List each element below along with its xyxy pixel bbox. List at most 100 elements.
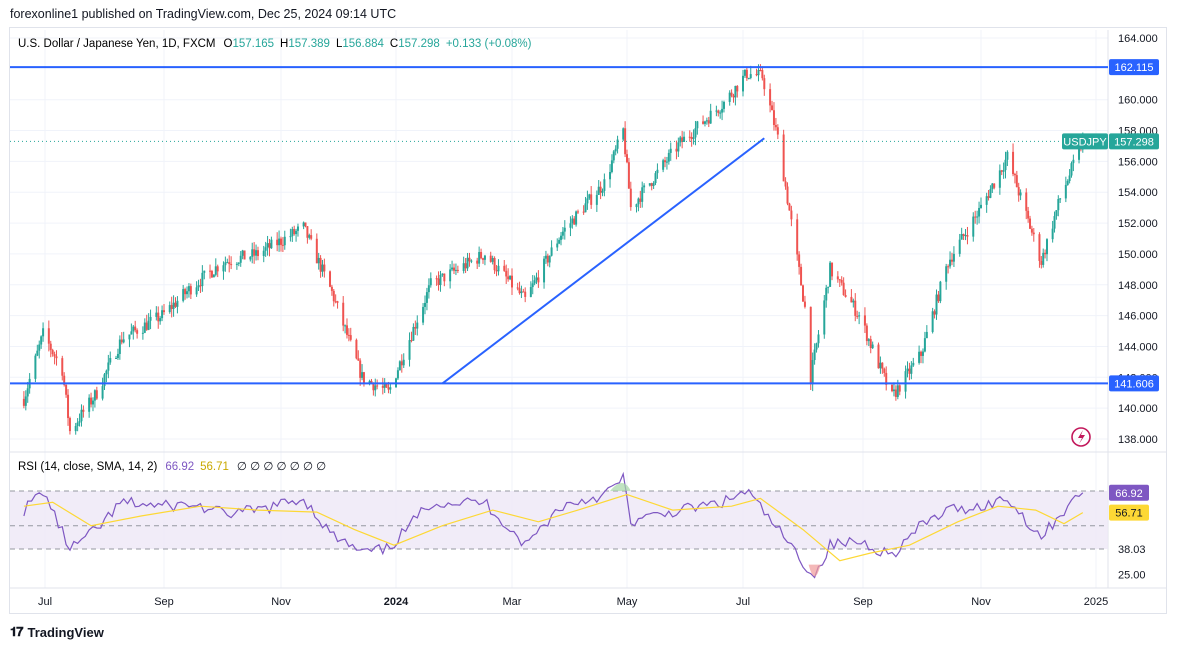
candle	[912, 357, 915, 367]
candle	[702, 115, 705, 125]
close-value: 157.298	[398, 38, 440, 50]
rsi-legend-title: RSI (14, close, SMA, 14, 2)	[18, 461, 158, 473]
time-tick-label: Nov	[271, 596, 291, 608]
candle	[786, 182, 789, 206]
candle	[280, 236, 282, 252]
candle	[80, 404, 83, 427]
candle	[453, 263, 455, 274]
candle	[989, 185, 992, 199]
candle	[109, 351, 112, 365]
candle	[522, 288, 525, 293]
candle	[811, 352, 814, 392]
rsi-legend: RSI (14, close, SMA, 14, 2) 66.92 56.71 ∅ ∅…	[18, 461, 326, 473]
candle	[449, 264, 452, 289]
candle	[251, 242, 254, 264]
candle	[317, 252, 320, 270]
rsi-value-label: 66.92	[1115, 488, 1143, 500]
candle	[829, 260, 832, 287]
candle	[865, 323, 868, 346]
candle	[478, 246, 481, 267]
last-price-symbol: USDJPY	[1063, 136, 1107, 148]
candle	[827, 286, 830, 294]
candle	[116, 348, 119, 360]
footer-logo[interactable]: 𝟏𝟕 TradingView	[10, 624, 104, 640]
candle	[489, 251, 492, 263]
candle	[505, 264, 508, 284]
candle	[643, 183, 646, 194]
candle	[143, 318, 146, 334]
candle	[877, 342, 880, 369]
candle	[323, 258, 326, 278]
candle	[253, 242, 256, 264]
candle	[952, 246, 955, 267]
candle	[38, 340, 41, 359]
candle	[998, 164, 1001, 195]
candle	[437, 271, 440, 291]
candle	[410, 331, 413, 343]
candle	[295, 228, 298, 242]
candle	[168, 301, 171, 314]
candle	[90, 392, 93, 408]
candle	[796, 213, 799, 261]
candle	[635, 203, 638, 213]
candle	[904, 365, 907, 399]
last-price-tag: USDJPY 157.298	[1062, 133, 1159, 150]
candle	[186, 286, 189, 299]
candle	[334, 294, 337, 304]
candle	[543, 256, 546, 289]
rsi-sma-line	[23, 493, 1084, 562]
time-tick-label: May	[617, 596, 638, 608]
candle	[22, 391, 25, 409]
rsi-band	[10, 491, 1108, 549]
price-axis: 138.000140.000142.000144.000146.000148.0…	[1062, 33, 1159, 446]
candle	[456, 265, 459, 274]
candle	[170, 296, 173, 318]
candle	[67, 389, 70, 426]
candle	[132, 324, 135, 340]
last-price-value: 157.298	[1114, 136, 1154, 148]
candle	[667, 149, 670, 165]
candle	[850, 289, 853, 303]
symbol-legend: U.S. Dollar / Japanese Yen, 1D, FXCM O157…	[18, 38, 532, 50]
alert-icon[interactable]	[1071, 427, 1091, 447]
candle	[749, 65, 752, 80]
candle	[879, 356, 882, 374]
candle	[688, 130, 691, 142]
candle	[214, 258, 217, 277]
candle	[548, 255, 551, 268]
candle	[163, 304, 165, 315]
candle	[664, 156, 667, 168]
candle	[616, 135, 619, 154]
candle	[255, 244, 258, 261]
candle	[1006, 150, 1009, 167]
candle	[464, 258, 467, 274]
time-tick-label: Sep	[853, 596, 873, 608]
candle	[774, 117, 777, 131]
candle	[201, 265, 204, 292]
candle	[761, 66, 764, 81]
candle	[61, 355, 64, 381]
level-price-tag: 162.115	[1109, 59, 1159, 76]
candle	[1002, 162, 1005, 179]
candle	[550, 240, 553, 257]
candle	[359, 358, 362, 386]
candle	[935, 289, 938, 320]
candle	[189, 283, 192, 300]
candle	[342, 296, 345, 332]
candle	[107, 354, 110, 379]
candle	[103, 373, 106, 391]
price-tick-label: 152.000	[1118, 218, 1158, 230]
candle	[544, 250, 547, 264]
candle	[627, 157, 630, 189]
price-tick-label: 144.000	[1118, 341, 1158, 353]
candle	[65, 384, 68, 398]
candle	[68, 416, 71, 435]
candle	[654, 171, 657, 186]
sma-value-tag: 56.71	[1109, 504, 1149, 521]
candle	[802, 284, 804, 302]
candle	[212, 274, 215, 278]
candle	[681, 130, 684, 149]
candle	[145, 314, 148, 331]
candle	[425, 287, 428, 311]
